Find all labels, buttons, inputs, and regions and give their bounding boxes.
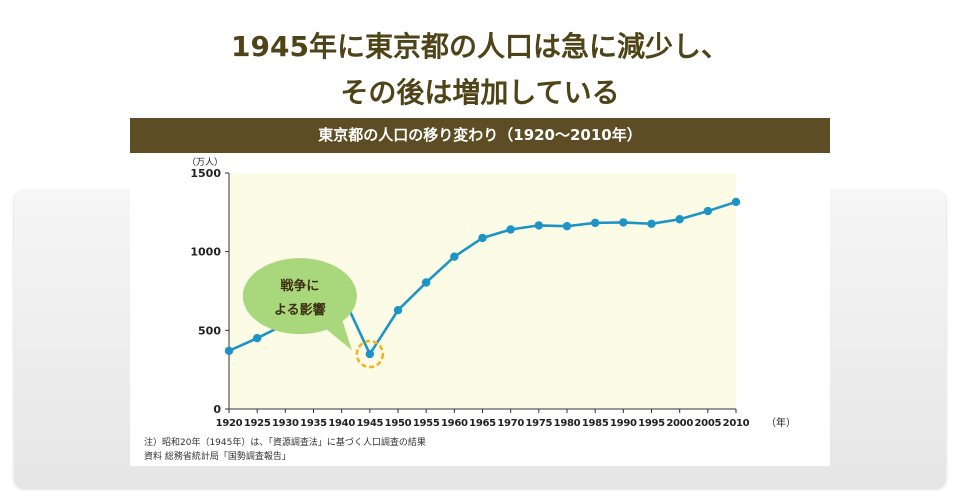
y-tick-label: 500	[198, 324, 221, 337]
data-point	[393, 305, 403, 315]
x-tick-label: 1990	[610, 418, 637, 429]
callout-text-line-2: よる影響	[274, 302, 326, 318]
headline: 1945年に東京都の人口は急に減少し、 その後は増加している	[0, 24, 960, 116]
y-tick-label: 1000	[190, 246, 221, 259]
x-tick-label: 1930	[272, 418, 299, 429]
x-tick-label: 1975	[526, 418, 553, 429]
x-tick-label: 1925	[244, 418, 271, 429]
data-point	[562, 221, 572, 231]
highlight-circle	[355, 339, 385, 369]
data-point	[478, 233, 487, 243]
x-tick-label: 1965	[469, 418, 496, 429]
data-point	[534, 221, 544, 230]
data-point	[506, 225, 515, 234]
x-tick-label: 1950	[385, 418, 412, 429]
chart-title: 東京都の人口の移り変わり（1920〜2010年）	[130, 118, 830, 153]
x-tick-label: 1960	[441, 418, 468, 429]
note-line: 注）昭和20年（1945年）は、「資源調査法」に基づく人口調査の結果	[144, 438, 426, 448]
data-point	[619, 218, 628, 227]
x-tick-label: 1935	[300, 418, 327, 429]
y-tick-label: 1500	[190, 167, 221, 180]
x-tick-label: 1970	[497, 418, 524, 429]
data-point	[224, 346, 234, 355]
data-point	[675, 215, 684, 224]
data-point	[647, 219, 656, 229]
x-tick-label: 1995	[638, 418, 665, 429]
x-tick-label: 2005	[695, 418, 722, 429]
headline-line-1: 1945年に東京都の人口は急に減少し、	[231, 30, 729, 63]
data-point	[450, 252, 459, 261]
source-line: 資料 総務省統計局「国勢調査報告」	[144, 452, 291, 462]
data-point	[252, 334, 262, 343]
y-tick-label: 0	[213, 403, 221, 416]
y-axis-label: （万人）	[187, 157, 223, 168]
line-chart: 0 500 1000 1500（万人） 1920 1925 1930 1935 1940 1945…	[187, 157, 796, 429]
headline-line-2: その後は増加している	[340, 76, 620, 109]
callout-bubble	[242, 258, 357, 335]
x-tick-label: 1920	[216, 418, 243, 429]
x-tick-label: 1985	[582, 418, 609, 429]
chart-panel: 東京都の人口の移り変わり（1920〜2010年） 0 500 1000 1500 （万人…	[130, 118, 830, 466]
x-tick-label: 1940	[328, 418, 355, 429]
x-axis-label: （年）	[766, 416, 796, 429]
data-point	[731, 197, 741, 207]
x-tick-label: 1980	[554, 418, 581, 429]
data-point	[590, 218, 600, 228]
x-tick-label: 2000	[666, 418, 693, 429]
x-tick-label: 2010	[723, 418, 750, 429]
x-tick-label: 1955	[413, 418, 440, 429]
x-tick-label: 1945	[357, 418, 384, 429]
data-point	[703, 206, 713, 216]
callout-text-line-1: 戦争に	[280, 278, 319, 294]
chart-notes: 注）昭和20年（1945年）は、「資源調査法」に基づく人口調査の結果 資料 総務…	[144, 436, 426, 464]
data-point	[365, 349, 375, 359]
data-point	[421, 278, 431, 287]
